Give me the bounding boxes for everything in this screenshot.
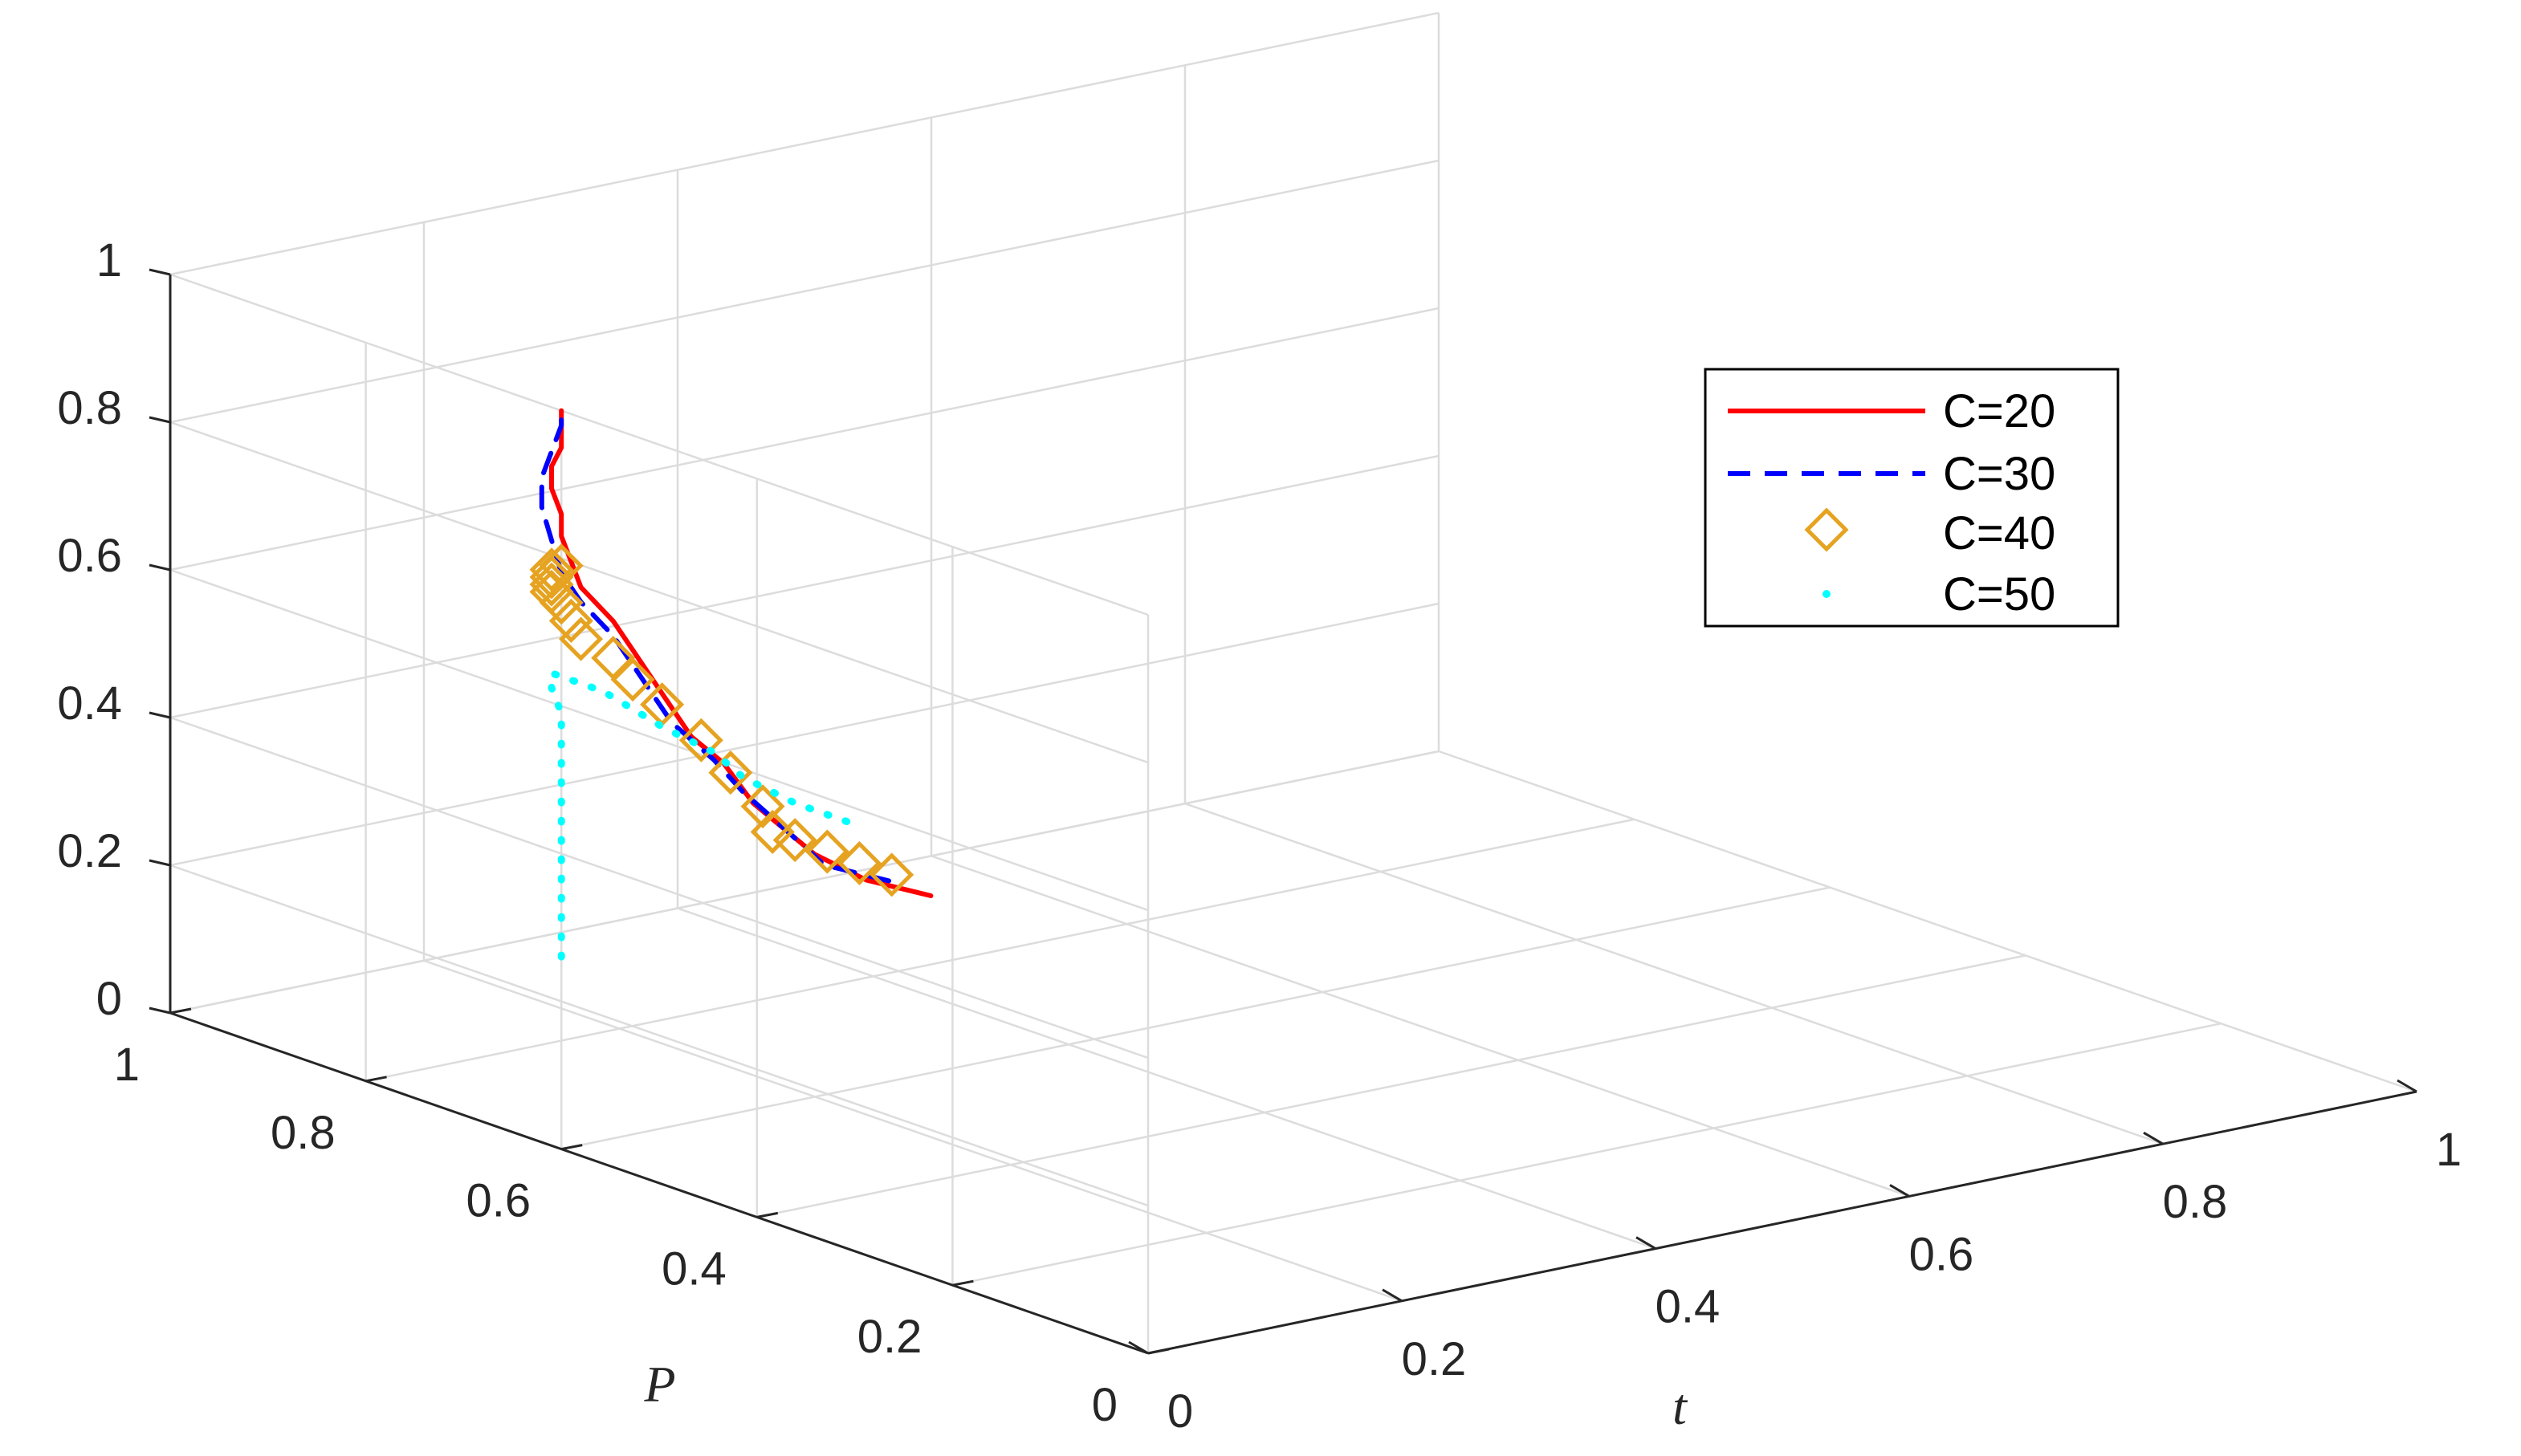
legend-entry: C=40: [1804, 507, 2055, 559]
floor-gridline-p: [365, 818, 1635, 1083]
p-axis-tick: [169, 1007, 192, 1015]
series-line: [539, 408, 892, 884]
legend-label: C=40: [1943, 507, 2055, 559]
z-axis-tick: [149, 416, 171, 424]
floor-gridline-t: [677, 907, 1656, 1250]
data-point: [772, 818, 817, 863]
floor-gridline-p: [756, 954, 2026, 1218]
p-axis-tick: [756, 1211, 779, 1218]
z-tick-label: 0.6: [57, 530, 122, 582]
legend-swatch: [1823, 590, 1831, 598]
grid-layer: [169, 11, 2417, 1355]
floor-gridline-t: [931, 855, 1910, 1198]
side-wall-gridline-z: [169, 716, 1149, 1059]
floor-gridline-t: [1184, 803, 2164, 1145]
p-tick-label: 0.6: [466, 1175, 531, 1227]
series-line: [548, 669, 851, 961]
tick-labels: 0 0.2 0.4 0.6 0.8 1 0 0.2 0.4 0.6 0.8 1 0 0.2 0.4 0.6 0.…: [57, 234, 2462, 1438]
data-point: [708, 750, 753, 795]
data-point: [740, 784, 785, 829]
legend-entry: C=30: [1728, 448, 2055, 500]
t-axis-tick: [1382, 1288, 1403, 1303]
t-axis-tick: [1128, 1340, 1149, 1355]
legend-entry: C=50: [1823, 568, 2055, 620]
p-tick-label: 0.4: [662, 1242, 727, 1295]
data-point: [750, 809, 795, 854]
t-tick-label: 0.2: [1402, 1333, 1467, 1385]
legend-label: C=50: [1943, 568, 2055, 620]
p-axis-tick: [560, 1144, 583, 1151]
z-axis-tick: [149, 859, 171, 867]
axes-layer: [149, 268, 2417, 1355]
z-tick-label: 0.8: [57, 382, 122, 434]
floor-gridline-t: [423, 959, 1403, 1302]
side-wall-gridline-z: [169, 421, 1149, 764]
floor-gridline-p: [952, 1022, 2222, 1287]
data-point: [548, 598, 593, 643]
floor-gridline-p: [560, 886, 1831, 1150]
series-c-50: [548, 669, 851, 961]
t-axis-tick: [2143, 1131, 2164, 1145]
side-wall-gridline-z: [169, 568, 1149, 912]
data-point: [539, 580, 584, 625]
z-tick-label: 0: [96, 973, 122, 1025]
back-wall-gridline-z: [169, 307, 1440, 571]
series-c-20: [549, 408, 934, 898]
data-point: [678, 718, 723, 763]
back-wall-gridline-z: [169, 11, 1440, 276]
p-tick-label: 1: [114, 1039, 140, 1091]
p-axis-tick: [365, 1076, 387, 1083]
data-point: [804, 829, 849, 874]
p-axis-tick: [1147, 1348, 1170, 1355]
legend-box: [1704, 368, 2120, 628]
back-wall-gridline-z: [169, 602, 1440, 867]
p-tick-label: 0.2: [857, 1311, 922, 1363]
t-axis-line: [1147, 1090, 2417, 1355]
series-layer: [529, 408, 934, 961]
side-wall-gridline-z: [169, 273, 1149, 616]
t-tick-label: 0: [1167, 1385, 1193, 1438]
series-c-30: [539, 408, 892, 884]
series-line: [549, 408, 934, 898]
legend: C=20 C=30 C=40 C=50: [1704, 368, 2120, 628]
p-tick-label: 0: [1092, 1379, 1118, 1431]
legend-entry: C=20: [1728, 385, 2055, 437]
x-axis-label: t: [1672, 1378, 1688, 1435]
z-tick-label: 0.4: [57, 677, 122, 730]
t-tick-label: 0.4: [1656, 1281, 1721, 1333]
legend-label: C=20: [1943, 385, 2055, 437]
data-point: [529, 555, 574, 600]
p-axis-tick: [952, 1279, 974, 1287]
t-axis-tick: [2397, 1079, 2417, 1093]
data-point: [870, 852, 914, 897]
t-tick-label: 0.8: [2163, 1176, 2228, 1228]
series-c-40: [529, 543, 914, 897]
z-axis-tick: [149, 1007, 171, 1015]
back-wall-gridline-z: [169, 159, 1440, 424]
data-point: [529, 547, 574, 592]
legend-swatch: [1804, 507, 1849, 552]
t-axis-tick: [1889, 1184, 1910, 1198]
z-axis-tick: [149, 563, 171, 571]
t-tick-label: 0.6: [1909, 1228, 1974, 1280]
data-point: [539, 543, 584, 588]
p-axis-line: [169, 1011, 1149, 1355]
data-point: [837, 840, 882, 885]
z-tick-label: 1: [96, 234, 122, 287]
data-point: [559, 616, 604, 661]
z-tick-label: 0.2: [57, 825, 122, 877]
z-axis-tick: [149, 268, 171, 276]
side-wall-gridline-z: [169, 864, 1149, 1207]
back-wall-gridline-z: [169, 454, 1440, 719]
p-tick-label: 0.8: [271, 1107, 336, 1159]
t-axis-tick: [1635, 1236, 1656, 1250]
legend-label: C=30: [1943, 448, 2055, 500]
t-tick-label: 1: [2436, 1124, 2462, 1176]
z-axis-tick: [149, 711, 171, 719]
y-axis-label: P: [643, 1356, 675, 1413]
back-wall-gridline-z: [169, 750, 1440, 1015]
data-point: [591, 636, 636, 681]
floor-gridline-t: [1438, 750, 2417, 1093]
